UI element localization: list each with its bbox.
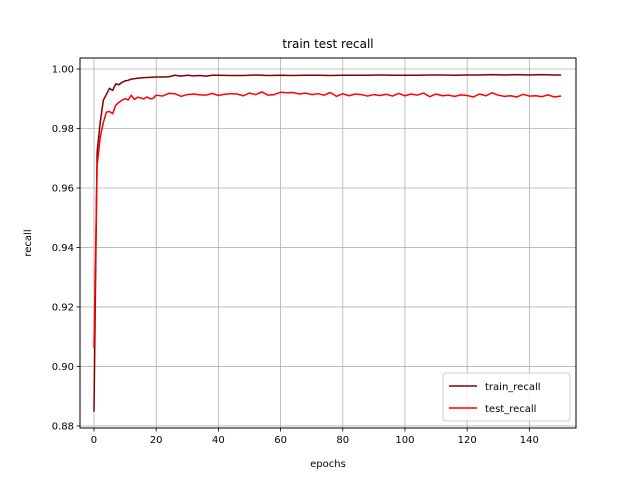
x-axis-ticks: 0 20 40 60 80 100 120 140 — [91, 428, 539, 446]
legend-box — [442, 372, 571, 422]
series-line-test-recall — [93, 91, 562, 348]
legend: train_recall test_recall — [442, 372, 571, 422]
x-tick-label: 100 — [395, 435, 414, 446]
y-axis-ticks: 0.88 0.90 0.92 0.94 0.96 0.98 1.00 — [52, 65, 80, 432]
y-tick-label: 0.88 — [52, 421, 74, 432]
series-lines — [93, 73, 562, 412]
series-line-train-recall — [93, 73, 562, 412]
plot-frame — [79, 57, 577, 429]
x-tick-label: 120 — [458, 435, 477, 446]
x-tick-label: 60 — [274, 435, 287, 446]
legend-label-test-recall: test_recall — [485, 404, 536, 415]
grid-lines — [80, 58, 576, 428]
chart-title: train test recall — [282, 37, 373, 51]
legend-label-train-recall: train_recall — [485, 382, 541, 393]
y-tick-label: 0.90 — [52, 362, 74, 373]
x-tick-label: 40 — [212, 435, 225, 446]
y-tick-label: 0.94 — [52, 243, 74, 254]
y-tick-label: 0.92 — [52, 302, 74, 313]
x-tick-label: 140 — [520, 435, 539, 446]
y-tick-label: 1.00 — [52, 65, 74, 76]
x-tick-label: 80 — [336, 435, 349, 446]
x-tick-label: 20 — [150, 435, 163, 446]
x-tick-label: 0 — [91, 435, 97, 446]
x-axis-label: epochs — [310, 459, 346, 470]
y-axis-label: recall — [23, 229, 34, 256]
y-tick-label: 0.96 — [52, 183, 74, 194]
y-tick-label: 0.98 — [52, 124, 74, 135]
